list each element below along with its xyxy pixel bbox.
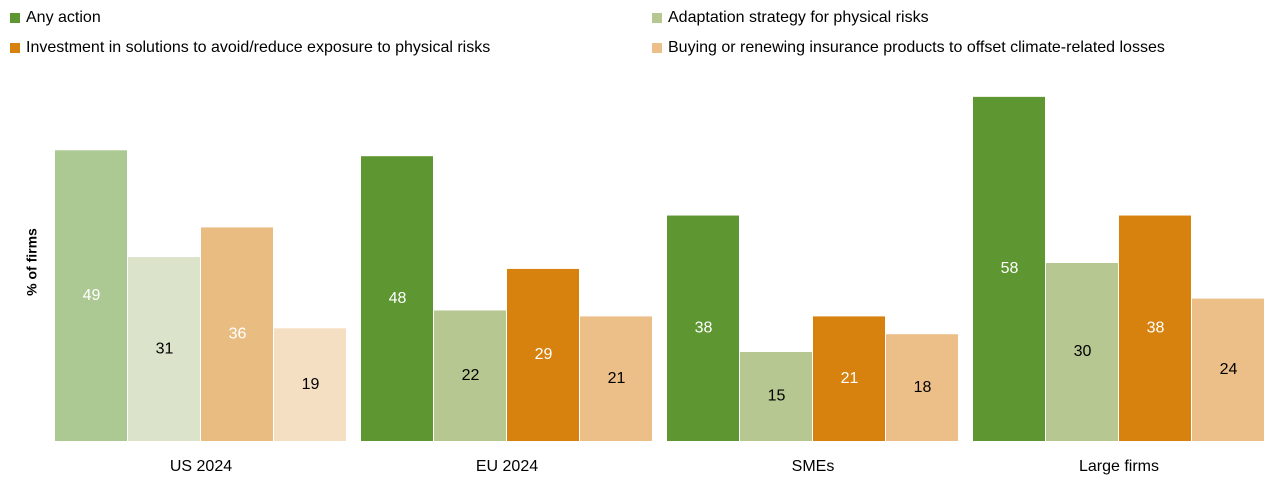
legend-swatch <box>652 13 662 23</box>
x-tick-label: US 2024 <box>170 458 232 475</box>
bar <box>507 268 579 441</box>
bar <box>580 316 652 441</box>
bar-value-label: 22 <box>462 367 480 384</box>
bar-value-label: 24 <box>1220 361 1238 378</box>
bar-value-label: 36 <box>229 325 247 342</box>
y-axis-label: % of firms <box>24 228 40 296</box>
bar-value-label: 18 <box>914 379 932 396</box>
bar-value-label: 21 <box>608 370 626 387</box>
bar-value-label: 29 <box>535 346 553 363</box>
bar <box>886 334 958 441</box>
bar-value-label: 21 <box>841 370 859 387</box>
bar-value-label: 19 <box>302 376 320 393</box>
bar <box>1119 215 1191 441</box>
legend-swatch <box>10 43 20 53</box>
bar-value-label: 48 <box>389 290 407 307</box>
legend-label: Investment in solutions to avoid/reduce … <box>26 39 490 56</box>
bar-value-label: 30 <box>1074 343 1092 360</box>
x-tick-label: Large firms <box>1079 458 1159 475</box>
bar <box>667 215 739 441</box>
bar <box>1046 263 1118 441</box>
bar-value-label: 38 <box>695 319 713 336</box>
x-tick-label: SMEs <box>792 458 835 475</box>
bar-value-label: 49 <box>83 287 101 304</box>
bar-value-label: 15 <box>768 388 786 405</box>
bar <box>274 328 346 441</box>
bar <box>201 227 273 441</box>
bar-value-label: 38 <box>1147 319 1165 336</box>
bar <box>813 316 885 441</box>
bar-value-label: 31 <box>156 340 174 357</box>
bar-value-label: 58 <box>1001 260 1019 277</box>
bar <box>1192 298 1264 441</box>
legend-swatch <box>10 13 20 23</box>
legend-label: Buying or renewing insurance products to… <box>668 39 1165 56</box>
bar <box>740 352 812 441</box>
legend-label: Adaptation strategy for physical risks <box>668 9 929 26</box>
bar <box>55 150 127 441</box>
x-tick-label: EU 2024 <box>476 458 538 475</box>
legend-swatch <box>652 43 662 53</box>
bar <box>128 257 200 441</box>
bar <box>361 156 433 441</box>
bar <box>973 96 1045 441</box>
bar <box>434 310 506 441</box>
legend-label: Any action <box>26 9 101 26</box>
